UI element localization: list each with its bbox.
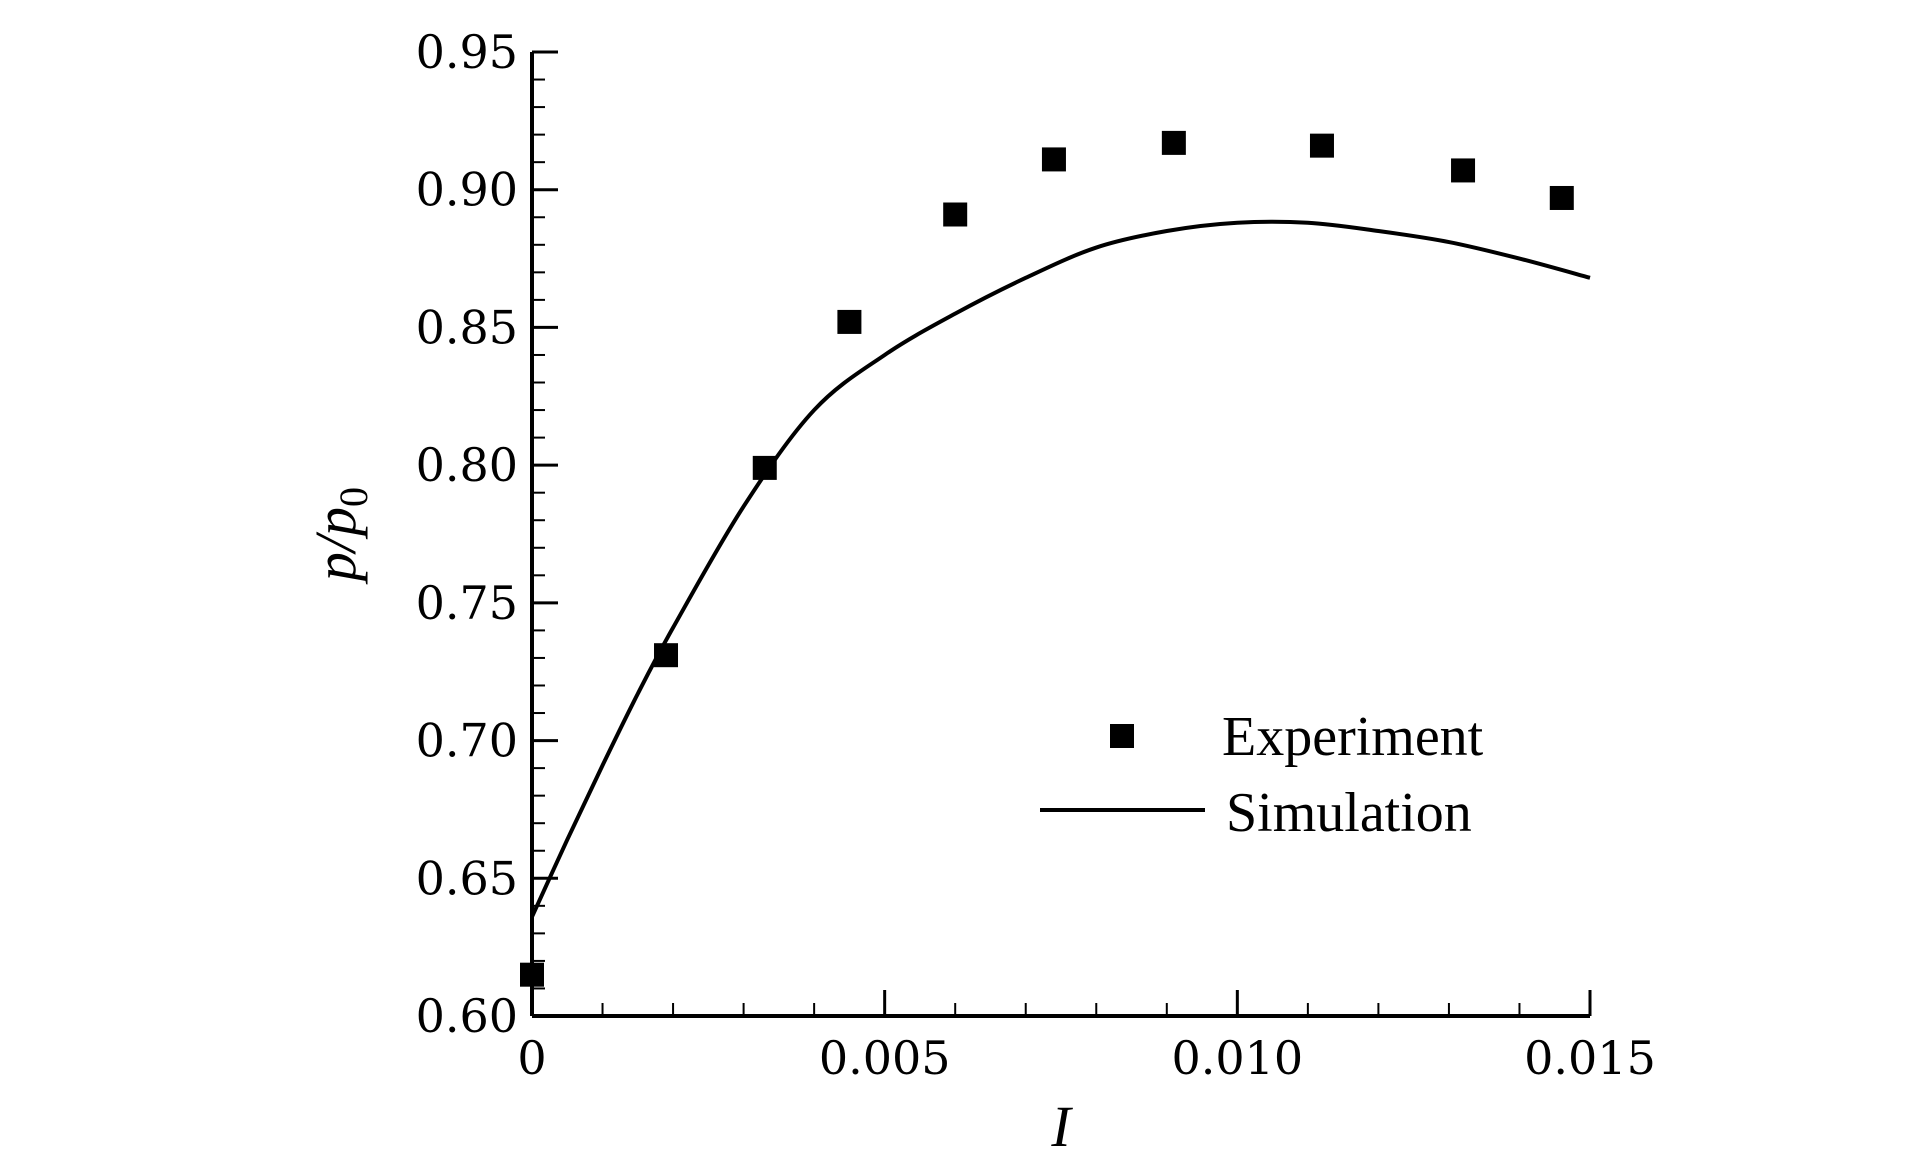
y-tick-labels: 0.60 0.65 0.70 0.75 0.80 0.85 0.90 0.95 [416, 25, 518, 1043]
y-tick-label: 0.60 [416, 989, 518, 1043]
y-axis-title-subscript: 0 [331, 487, 376, 507]
y-axis-title-main: p/p [303, 507, 368, 585]
experiment-point [1309, 133, 1334, 158]
plot-area: 0 0.005 0.010 0.015 0.60 0.65 0.70 0.75 0.80 0.8… [416, 25, 1656, 1085]
y-tick-label: 0.70 [416, 714, 518, 768]
y-tick-label: 0.80 [416, 438, 518, 492]
experiment-point [1041, 147, 1066, 172]
y-tick-label: 0.65 [416, 851, 518, 905]
experiment-point [654, 643, 679, 668]
series-layer [520, 130, 1591, 987]
experiment-point [520, 962, 544, 987]
experiment-point [1451, 158, 1476, 183]
y-tick-label: 0.90 [416, 163, 518, 217]
legend-label-simulation: Simulation [1226, 782, 1472, 844]
y-tick-label: 0.75 [416, 576, 518, 630]
axis-ticks [530, 50, 1592, 1018]
x-axis-title: I [1050, 1094, 1073, 1159]
simulation-line [530, 219, 1591, 918]
experiment-point [943, 202, 968, 227]
legend: Experiment Simulation [1040, 706, 1484, 844]
experiment-point [837, 309, 862, 334]
legend-label-experiment: Experiment [1222, 706, 1484, 768]
y-tick-label: 0.85 [416, 300, 518, 354]
y-axis-title: p/p0 [303, 487, 376, 585]
experiment-point [1549, 185, 1574, 210]
x-tick-label: 0.005 [819, 1031, 951, 1085]
x-tick-label: 0.015 [1524, 1031, 1656, 1085]
svg-text:p/p0: p/p0 [303, 487, 376, 585]
y-tick-label: 0.95 [416, 25, 518, 79]
x-tick-label: 0 [517, 1031, 546, 1085]
experiment-point [752, 455, 777, 480]
x-tick-labels: 0 0.005 0.010 0.015 [517, 1031, 1655, 1085]
experiment-point [1161, 130, 1186, 155]
x-tick-label: 0.010 [1171, 1031, 1303, 1085]
legend-marker-experiment [1110, 724, 1134, 748]
